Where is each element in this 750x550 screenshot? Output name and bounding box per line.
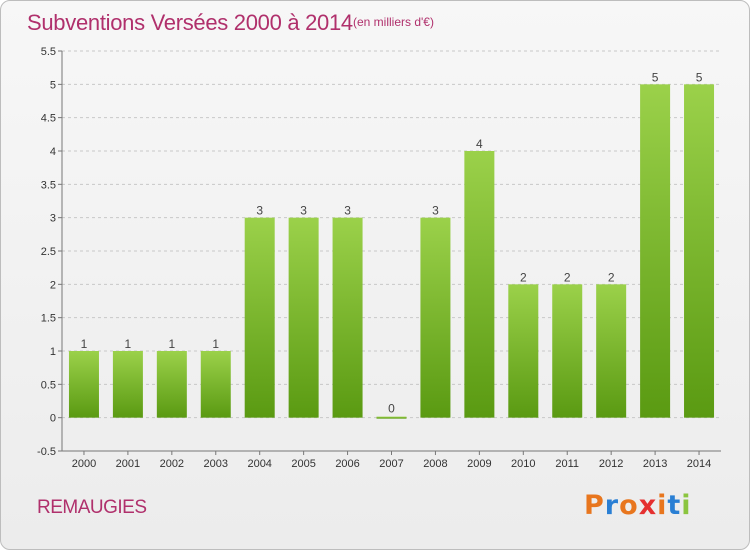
x-tick-label: 2014 [687, 458, 711, 470]
data-label: 3 [256, 204, 263, 218]
bar-2006 [332, 217, 363, 418]
bar-2013 [640, 84, 671, 418]
logo-letter: i [657, 490, 668, 521]
logo-letter: x [638, 490, 658, 521]
y-tick-label: 4.5 [41, 113, 56, 125]
x-tick-label: 2010 [511, 458, 535, 470]
logo-letter: t [667, 490, 682, 521]
x-tick-label: 2007 [379, 458, 403, 470]
logo-letter: r [604, 490, 620, 521]
x-tick-label: 2009 [467, 458, 491, 470]
bar-2007 [376, 416, 407, 419]
data-label: 4 [476, 137, 483, 151]
chart-title: Subventions Versées 2000 à 2014 [27, 10, 353, 35]
data-label: 2 [564, 270, 571, 284]
data-label: 2 [520, 270, 527, 284]
commune-name: REMAUGIES [37, 497, 147, 518]
x-tick-label: 2013 [643, 458, 667, 470]
bar-2009 [464, 151, 495, 418]
x-tick-label: 2001 [116, 458, 140, 470]
data-label: 1 [125, 337, 132, 351]
bar-2010 [508, 284, 539, 418]
data-label: 3 [344, 204, 351, 218]
y-tick-label: 1 [50, 346, 56, 358]
x-tick-label: 2004 [247, 458, 271, 470]
data-label: 5 [652, 70, 659, 84]
bar-2005 [288, 217, 319, 418]
y-tick-label: 5.5 [41, 46, 56, 58]
y-tick-label: -0.5 [37, 446, 56, 458]
bar-2003 [200, 351, 231, 418]
data-label: 3 [300, 204, 307, 218]
x-tick-label: 2003 [204, 458, 228, 470]
bar-2004 [244, 217, 275, 418]
y-tick-label: 3.5 [41, 179, 56, 191]
bar-2008 [420, 217, 451, 418]
bar-2002 [156, 351, 187, 418]
data-label: 5 [696, 70, 703, 84]
data-label: 1 [212, 337, 219, 351]
y-tick-label: 2 [50, 279, 56, 291]
logo-letter: i [681, 490, 692, 521]
bar-2000 [68, 351, 99, 418]
bar-2014 [684, 84, 715, 418]
bar-2001 [112, 351, 143, 418]
x-tick-label: 2002 [160, 458, 184, 470]
y-tick-label: 0 [50, 413, 56, 425]
data-label: 1 [81, 337, 88, 351]
logo-letter: P [584, 490, 605, 521]
y-tick-label: 5 [50, 79, 56, 91]
x-tick-label: 2011 [555, 458, 579, 470]
y-tick-label: 1.5 [41, 313, 56, 325]
data-label: 2 [608, 270, 615, 284]
chart-subtitle: (en milliers d'€) [353, 15, 434, 29]
logo-letter: o [619, 490, 639, 521]
x-tick-label: 2012 [599, 458, 623, 470]
x-tick-label: 2005 [291, 458, 315, 470]
x-tick-label: 2008 [423, 458, 447, 470]
data-label: 3 [432, 204, 439, 218]
bar-2012 [596, 284, 627, 418]
y-tick-label: 0.5 [41, 379, 56, 391]
x-tick-label: 2000 [72, 458, 96, 470]
x-tick-label: 2006 [335, 458, 359, 470]
data-label: 0 [388, 402, 395, 416]
data-label: 1 [168, 337, 175, 351]
y-tick-label: 4 [50, 146, 56, 158]
y-tick-label: 3 [50, 213, 56, 225]
y-tick-label: 2.5 [41, 246, 56, 258]
bar-2011 [552, 284, 583, 418]
proxiti-logo: Proxiti [584, 490, 692, 521]
